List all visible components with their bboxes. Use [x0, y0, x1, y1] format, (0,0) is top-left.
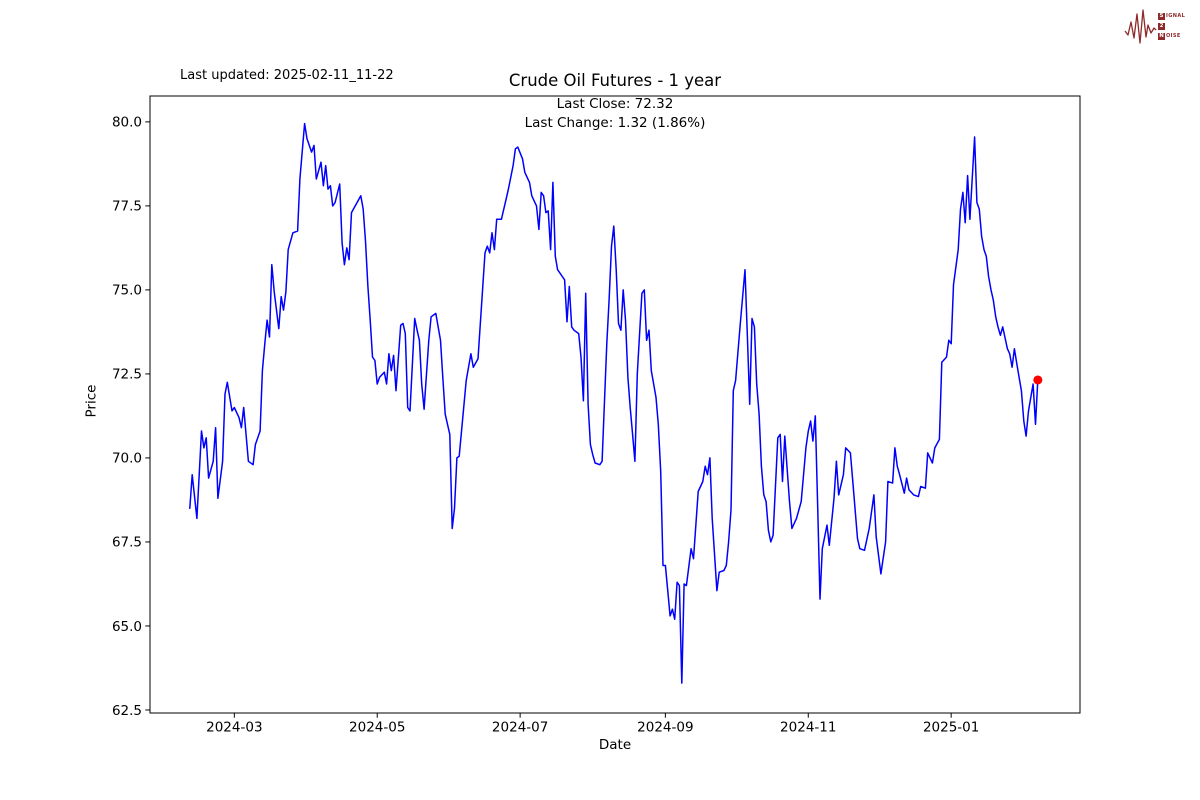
subtitle-annotation: Last Close: 72.32 Last Change: 1.32 (1.8…	[150, 95, 1080, 133]
x-tick-label: 2024-11	[780, 720, 836, 736]
y-tick-label: 65.0	[112, 619, 142, 635]
x-tick-label: 2024-03	[206, 720, 262, 736]
y-tick-label: 75.0	[112, 283, 142, 299]
y-tick-label: 62.5	[112, 703, 142, 719]
signal2noise-logo: S IGNAL 2 N OISE	[1124, 4, 1196, 48]
logo-line-2: 2	[1158, 22, 1185, 30]
x-axis-label: Date	[598, 737, 632, 753]
x-tick-label: 2024-09	[637, 720, 693, 736]
plot-border	[149, 95, 1081, 714]
waveform-icon	[1124, 9, 1157, 44]
y-tick-label: 70.0	[112, 451, 142, 467]
y-tick-label: 80.0	[112, 115, 142, 131]
page-title: Crude Oil Futures - 1 year	[508, 71, 722, 90]
logo-box-n: N	[1158, 32, 1165, 40]
x-tick-label: 2024-07	[492, 720, 548, 736]
x-tick-label: 2024-05	[349, 720, 405, 736]
last-updated-text: Last updated: 2025-02-11_11-22	[180, 68, 394, 83]
last-close-text: Last Close: 72.32	[556, 96, 674, 112]
logo-line-noise: N OISE	[1158, 32, 1181, 40]
logo-box-2: 2	[1158, 22, 1165, 30]
y-tick-label: 72.5	[112, 367, 142, 383]
y-tick-label: 77.5	[112, 199, 142, 215]
logo-line-signal: S IGNAL	[1158, 12, 1186, 20]
y-tick-label: 67.5	[112, 535, 142, 551]
logo-box-s: S	[1158, 12, 1165, 20]
last-change-text: Last Change: 1.32 (1.86%)	[524, 115, 706, 131]
last-point-marker	[1033, 375, 1043, 385]
price-line	[189, 122, 1039, 684]
x-tick-label: 2025-01	[923, 720, 979, 736]
